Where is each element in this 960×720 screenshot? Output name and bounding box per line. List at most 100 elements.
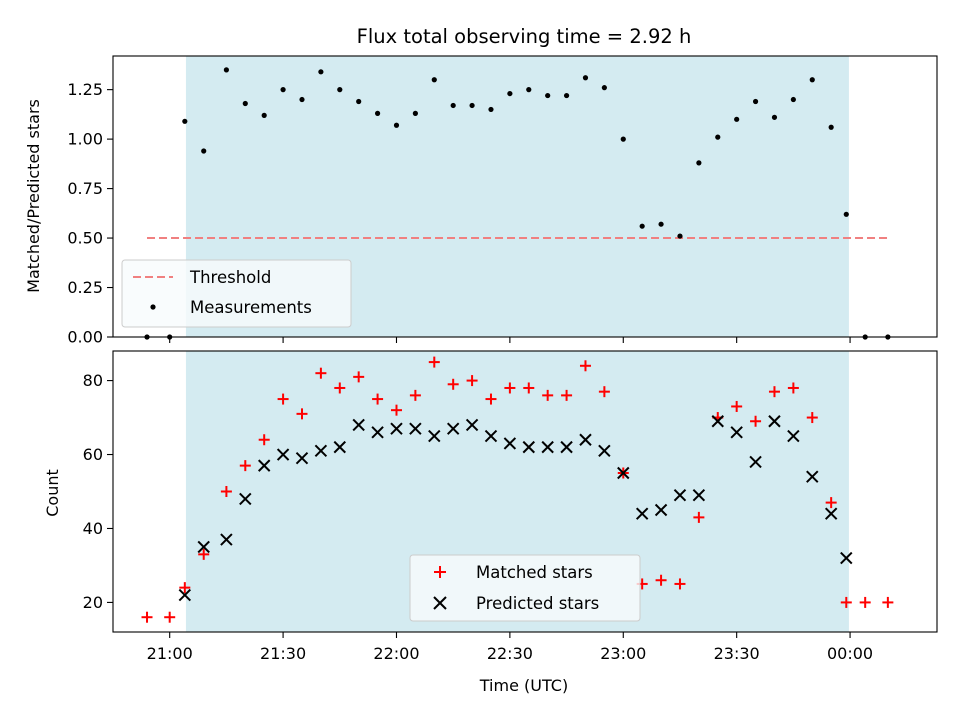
- predicted-point-b: [617, 466, 630, 480]
- measurement-point: [318, 69, 324, 75]
- legend-matched-swatch: [434, 566, 446, 578]
- y-axis-label-bottom: Count: [43, 469, 62, 517]
- top-y-tick-label: 0.25: [67, 278, 103, 297]
- matched-point: [198, 548, 210, 560]
- bottom-y-tick-label: 60: [83, 445, 103, 464]
- matched-point: [315, 367, 327, 379]
- matched-point: [390, 404, 402, 416]
- predicted-point-b: [503, 437, 517, 450]
- measurement-point: [299, 96, 305, 103]
- predicted-point-b: [560, 440, 573, 454]
- predicted-point-b: [711, 415, 724, 428]
- matched-point: [561, 389, 573, 401]
- legend-top: Threshold Measurements: [121, 259, 352, 328]
- top-y-tick-label: 1.00: [67, 130, 103, 149]
- predicted-point-b: [484, 429, 498, 443]
- predicted-point: [541, 440, 554, 454]
- predicted-point: [635, 507, 649, 520]
- matched-point: [353, 371, 365, 383]
- legend-measurements-swatch: [150, 304, 156, 310]
- predicted-point: [560, 440, 573, 454]
- measurement-point: [677, 233, 683, 239]
- predicted-point-b: [541, 440, 554, 454]
- measurement-point: [601, 85, 607, 91]
- predicted-point-b: [787, 429, 800, 443]
- matched-point: [296, 408, 308, 420]
- measurement-point: [715, 134, 721, 140]
- measurement-point: [752, 98, 759, 105]
- matched-point: [579, 360, 591, 372]
- matched-point: [731, 400, 743, 412]
- legend-matched-label: Matched stars: [476, 563, 593, 582]
- predicted-point-b: [692, 488, 706, 502]
- predicted-point-b: [749, 455, 762, 469]
- measurement-point: [507, 90, 513, 97]
- chart-title: Flux total observing time = 2.92 h: [357, 25, 692, 48]
- predicted-point-b: [673, 488, 687, 502]
- predicted-point-b: [178, 588, 192, 602]
- matched-point: [840, 596, 852, 608]
- predicted-point-b: [428, 429, 441, 443]
- bottom-y-tick-label: 80: [83, 371, 103, 390]
- matched-point: [447, 378, 459, 390]
- measurement-point: [223, 67, 229, 73]
- measurement-point: [790, 96, 796, 103]
- x-tick-label: 21:30: [260, 644, 306, 663]
- matched-point: [504, 382, 516, 394]
- top-y-tick-label: 0.00: [67, 328, 103, 347]
- predicted-point-b: [654, 503, 668, 517]
- predicted-point: [428, 429, 441, 443]
- predicted-point: [409, 422, 422, 435]
- legend-measurements-label: Measurements: [190, 298, 312, 317]
- predicted-point-b: [390, 422, 403, 435]
- predicted-point: [598, 444, 611, 458]
- matched-point: [258, 434, 270, 446]
- predicted-point-b: [840, 551, 853, 565]
- measurement-point: [356, 98, 362, 105]
- measurement-point: [563, 92, 570, 99]
- legend-predicted-swatch: [433, 596, 447, 610]
- matched-point: [674, 578, 686, 590]
- x-tick-label: 22:00: [373, 644, 419, 663]
- predicted-point: [617, 466, 630, 480]
- predicted-point: [465, 418, 479, 432]
- predicted-point-b: [371, 426, 384, 439]
- measurement-point: [771, 114, 778, 120]
- predicted-point: [579, 433, 592, 446]
- measurement-point: [696, 160, 702, 166]
- predicted-point: [178, 588, 192, 602]
- ratio-panel: 0.00 0.25 0.50 0.75 1.00 1.25 Matched/Predict…: [24, 55, 938, 347]
- predicted-point: [314, 444, 328, 458]
- predicted-point-b: [598, 444, 611, 458]
- predicted-point: [333, 440, 346, 454]
- predicted-point: [522, 440, 535, 454]
- measurement-point: [374, 110, 381, 116]
- matched-point: [485, 393, 497, 405]
- measurement-point: [734, 116, 740, 122]
- predicted-point-b: [579, 433, 592, 446]
- predicted-point: [446, 422, 460, 435]
- predicted-point: [503, 437, 517, 450]
- predicted-point: [654, 503, 668, 517]
- measurement-point: [469, 102, 475, 109]
- matched-point: [141, 611, 153, 623]
- x-tick-label: 23:30: [714, 644, 760, 663]
- measurement-point: [843, 211, 849, 217]
- measurement-point: [809, 77, 815, 83]
- predicted-point: [197, 540, 210, 554]
- predicted-point-b: [352, 418, 365, 432]
- predicted-point: [673, 488, 687, 502]
- predicted-point: [257, 459, 271, 472]
- predicted-point: [371, 426, 384, 439]
- bottom-y-tick-label: 20: [83, 593, 103, 612]
- predicted-point: [295, 452, 309, 465]
- predicted-point: [787, 429, 800, 443]
- matched-point: [428, 356, 440, 368]
- count-panel: 20 40 60 80 21:00 21:30 22:00 22:30 23:00 23:30 00…: [43, 350, 938, 663]
- predicted-point: [824, 507, 838, 520]
- bottom-frame: [112, 350, 938, 633]
- predicted-point-b: [806, 470, 819, 483]
- matched-point: [542, 389, 554, 401]
- measurement-point: [639, 223, 645, 229]
- matched-point: [693, 511, 705, 523]
